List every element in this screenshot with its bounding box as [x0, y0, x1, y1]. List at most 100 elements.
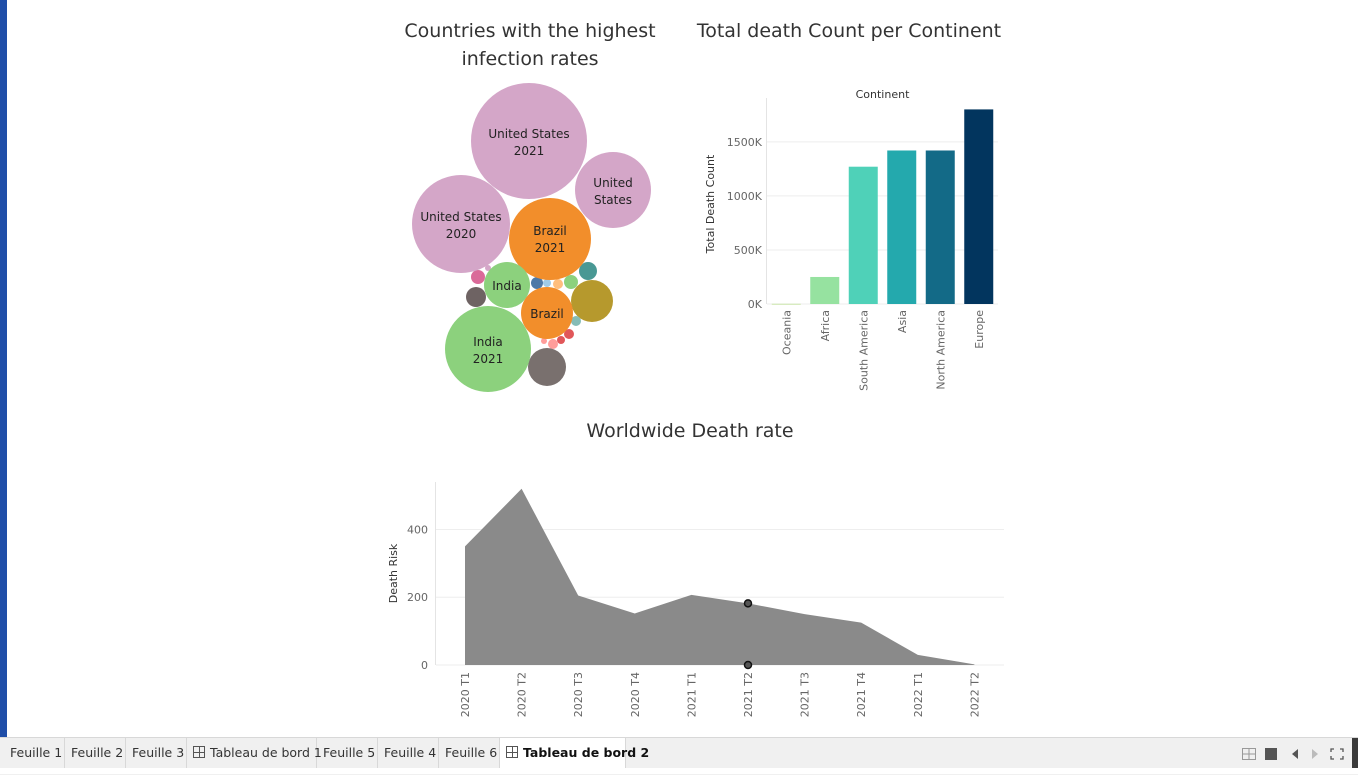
- data-point[interactable]: [916, 653, 920, 657]
- bubble-label: India: [492, 279, 521, 293]
- bar-africa[interactable]: [810, 276, 840, 304]
- bubble-medium[interactable]: [571, 280, 613, 322]
- next-sheet-icon[interactable]: [1310, 748, 1320, 760]
- data-point[interactable]: [972, 662, 976, 666]
- bar-chart-title: Total death Count per Continent: [696, 20, 1002, 42]
- x-tick-label: 2020 T4: [629, 672, 642, 717]
- bubble-small[interactable]: [571, 316, 581, 326]
- death-risk-area[interactable]: [465, 488, 975, 665]
- sheet-tab-label: Feuille 3: [132, 745, 185, 760]
- data-point[interactable]: [520, 487, 524, 491]
- prev-sheet-icon[interactable]: [1290, 748, 1300, 760]
- bubble-brazil[interactable]: Brazil: [521, 287, 573, 339]
- x-tick-label: Oceania: [780, 310, 793, 355]
- bubble-chart-title: Countries with the highest infection rat…: [380, 17, 680, 73]
- data-point[interactable]: [633, 611, 637, 615]
- bubble-small[interactable]: [557, 336, 565, 344]
- bubble-small[interactable]: [466, 287, 486, 307]
- data-point[interactable]: [859, 621, 863, 625]
- area-chart[interactable]: 0 200 400 Death Risk 2020 T1 2020 T2 2020 T3 20…: [380, 470, 1020, 730]
- bubble-label: United States: [420, 210, 501, 224]
- highlight-marker[interactable]: [743, 599, 753, 608]
- x-tick-label: 2020 T3: [572, 672, 585, 717]
- bubble-label: States: [594, 193, 632, 207]
- sheet-tab-label: Feuille 1: [10, 745, 63, 760]
- bubble-label: 2021: [535, 241, 566, 255]
- y-tick-label: 0K: [748, 298, 763, 311]
- bubble-india[interactable]: India: [484, 262, 530, 308]
- filmstrip-view-icon[interactable]: [1265, 748, 1277, 760]
- bar-north-america[interactable]: [925, 150, 955, 304]
- bubble-india-2021[interactable]: India 2021: [445, 306, 531, 392]
- x-tick-label: 2022 T2: [968, 672, 981, 717]
- sheet-tab[interactable]: Feuille 4: [378, 738, 439, 768]
- y-tick-label: 1500K: [727, 136, 763, 149]
- dashboard-icon: [506, 746, 518, 758]
- sheet-tab[interactable]: Tableau de bord 2: [500, 738, 649, 769]
- small-bubbles: [466, 262, 613, 386]
- bubble-small[interactable]: [541, 338, 547, 344]
- sheet-tab-label: Tableau de bord 1: [210, 745, 322, 760]
- bubble-label: United States: [488, 127, 569, 141]
- bubble-small[interactable]: [543, 279, 551, 287]
- x-tick-label: 2022 T1: [912, 672, 925, 717]
- x-tick-label: Europe: [973, 310, 986, 349]
- bubble-title-line1: Countries with the highest: [404, 20, 656, 42]
- dashboard-icon: [193, 746, 205, 758]
- bubble-brazil-2021[interactable]: Brazil 2021: [509, 198, 591, 280]
- sheet-tab-label: Feuille 4: [384, 745, 437, 760]
- bar-oceania[interactable]: [771, 303, 801, 305]
- bubble-us-2021[interactable]: United States 2021: [471, 83, 587, 199]
- sheet-tab[interactable]: Feuille 2: [65, 738, 126, 768]
- sheet-tab[interactable]: Tableau de bord 1: [187, 738, 322, 768]
- bar-header: Continent: [856, 88, 910, 101]
- bubble-medium[interactable]: [528, 348, 566, 386]
- bubble-small[interactable]: [548, 339, 558, 349]
- bubble-small[interactable]: [564, 275, 578, 289]
- data-point[interactable]: [803, 612, 807, 616]
- sheet-tab[interactable]: Feuille 1: [4, 738, 65, 768]
- bubble-label: 2021: [514, 144, 545, 158]
- y-tick-label: 400: [407, 523, 428, 536]
- bar-asia[interactable]: [887, 150, 917, 304]
- bubble-us[interactable]: United States: [575, 152, 651, 228]
- y-tick-label: 200: [407, 591, 428, 604]
- sheet-tab-bar-edge: [1352, 738, 1358, 768]
- highlight-marker[interactable]: [743, 660, 753, 670]
- bar-south-america[interactable]: [848, 166, 878, 304]
- window-edge: [0, 0, 7, 740]
- bubble-small[interactable]: [531, 277, 543, 289]
- bubble-us-2020[interactable]: United States 2020: [412, 175, 510, 273]
- bubble-chart[interactable]: United States 2021 United States 2020 Un…: [400, 78, 670, 398]
- bar-chart[interactable]: Continent 0K 500K 1000K 1500K Total Death Cou…: [690, 80, 1020, 400]
- bubble-label: Brazil: [533, 224, 567, 238]
- data-point[interactable]: [689, 593, 693, 597]
- bubble-label: 2021: [473, 352, 504, 366]
- fullscreen-icon[interactable]: [1330, 748, 1344, 760]
- x-tick-label: 2020 T1: [459, 672, 472, 717]
- area-chart-title: Worldwide Death rate: [586, 420, 794, 442]
- x-tick-label: 2021 T2: [742, 672, 755, 717]
- bar-europe[interactable]: [964, 109, 994, 305]
- x-tick-label: Asia: [896, 310, 909, 333]
- sheet-tab[interactable]: Feuille 5: [317, 738, 378, 768]
- bubble-small[interactable]: [553, 279, 563, 289]
- sheet-tab-label: Tableau de bord 2: [523, 745, 650, 760]
- x-tick-label: North America: [934, 310, 947, 390]
- y-axis-title: Total Death Count: [704, 154, 717, 254]
- bubble-label: United: [593, 176, 632, 190]
- data-point[interactable]: [463, 544, 467, 548]
- sheet-tab-label: Feuille 6: [445, 745, 498, 760]
- x-tick-label: 2020 T2: [516, 672, 529, 717]
- data-point[interactable]: [576, 594, 580, 598]
- grid-view-icon[interactable]: [1242, 748, 1256, 760]
- sheet-tab-label: Feuille 2: [71, 745, 124, 760]
- bubble-small[interactable]: [564, 329, 574, 339]
- sheet-tab[interactable]: Feuille 6: [439, 738, 500, 768]
- bubble-label: India: [473, 335, 502, 349]
- y-axis-title: Death Risk: [387, 543, 400, 603]
- bubble-small[interactable]: [485, 265, 491, 271]
- sheet-tab[interactable]: Feuille 3: [126, 738, 187, 768]
- bubble-small[interactable]: [579, 262, 597, 280]
- bubble-small[interactable]: [471, 270, 485, 284]
